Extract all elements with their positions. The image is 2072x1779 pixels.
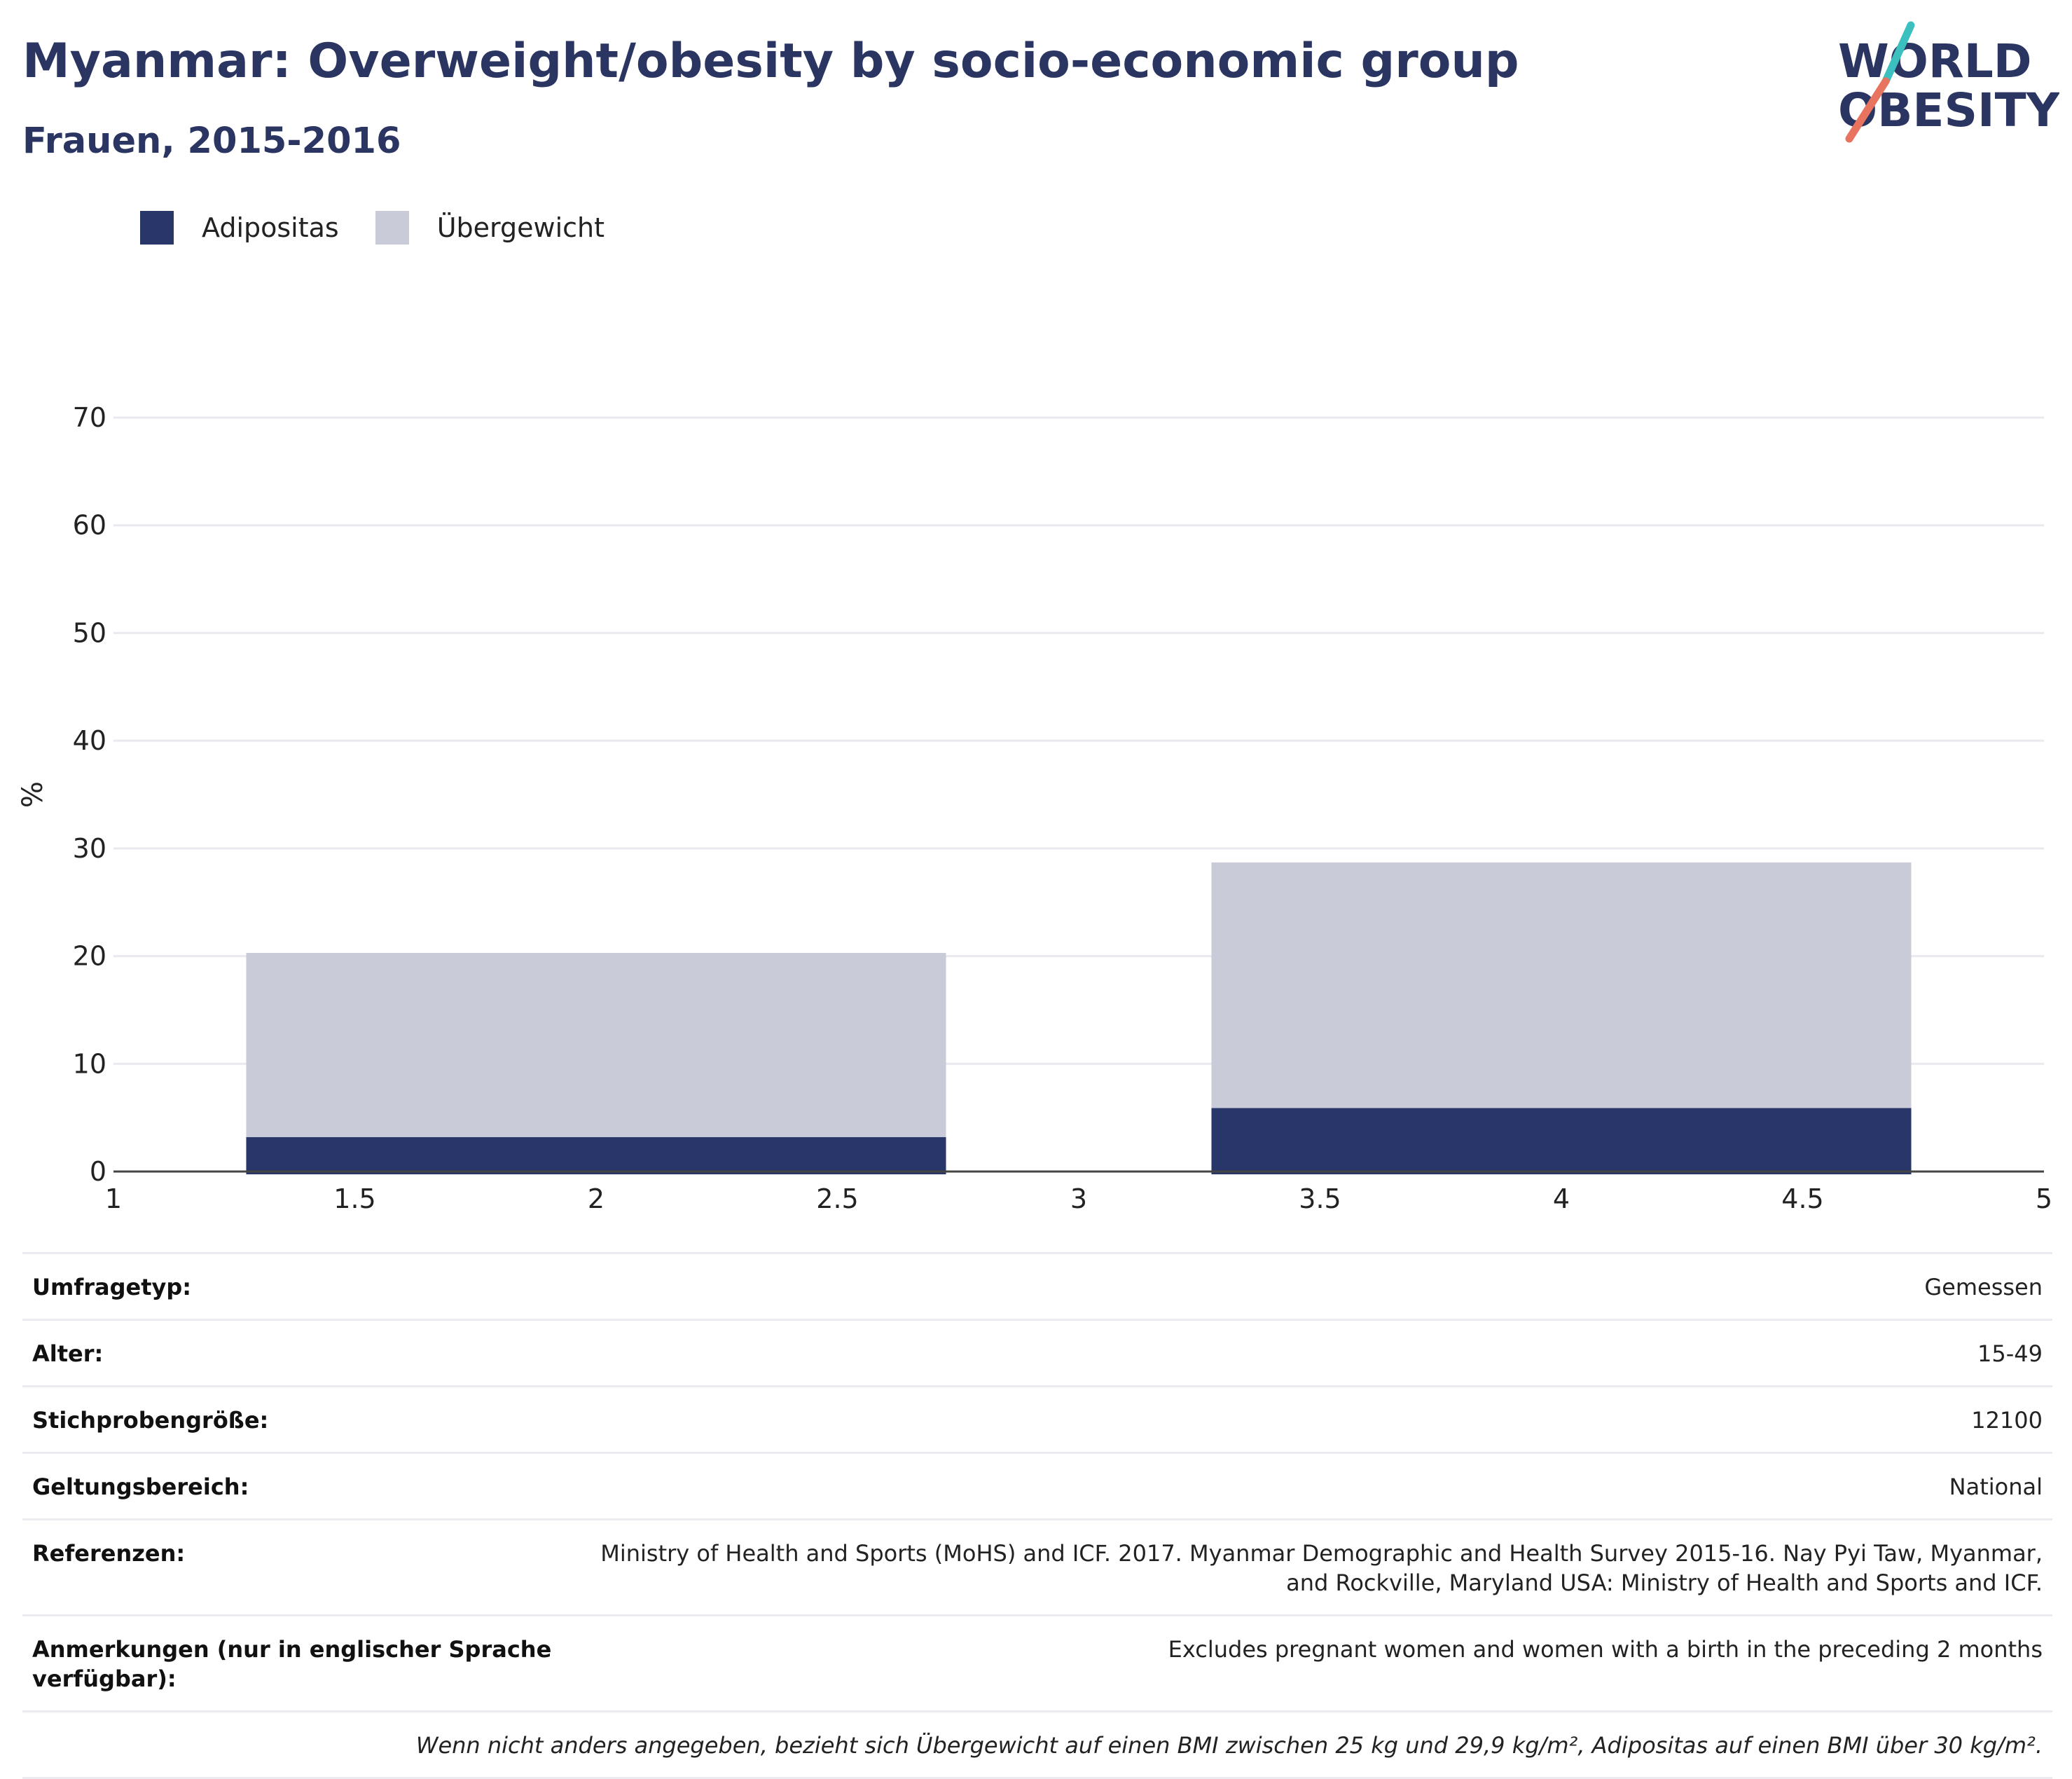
legend-swatch-adipositas [140,211,174,245]
info-value: 15-49 [1977,1340,2043,1367]
y-tick-label: 20 [73,941,106,972]
logo-coral-stroke [1845,77,1890,143]
info-key: Alter: [32,1340,104,1367]
x-tick-label: 5 [2036,1183,2052,1214]
info-value: National [1949,1474,2043,1500]
info-key: Umfragetyp: [32,1274,192,1300]
chart-legend: Adipositas Übergewicht [140,210,641,245]
legend-label-adipositas: Adipositas [202,212,339,243]
x-tick-label: 3 [1070,1183,1087,1214]
info-key: Referenzen: [32,1540,186,1567]
bar-segment-adipositas [1211,1108,1912,1174]
bar-segment-übergewicht [1211,862,1912,1108]
definition-footnote: Wenn nicht anders angegeben, bezieht sic… [415,1732,2043,1759]
bar-segment-adipositas [246,1136,946,1174]
chart-title: Myanmar: Overweight/obesity by socio-eco… [22,34,1519,89]
y-tick-label: 10 [73,1048,106,1079]
info-value: Ministry of Health and Sports (MoHS) and… [600,1540,2043,1596]
info-row-survey-type: Umfragetyp: Gemessen [22,1252,2052,1319]
x-tick-label: 2 [588,1183,605,1214]
info-value: Excludes pregnant women and women with a… [1168,1636,2043,1663]
info-key: Stichprobengröße: [32,1407,269,1434]
legend-swatch-uebergewicht [375,211,409,245]
logo-line1: WORLD [1838,34,2032,88]
y-tick-label: 30 [73,833,106,864]
info-row-footnote: Wenn nicht anders angegeben, bezieht sic… [22,1710,2052,1779]
info-row-references: Referenzen: Ministry of Health and Sport… [22,1518,2052,1614]
info-row-notes: Anmerkungen (nur in englischer Sprache v… [22,1614,2052,1710]
stacked-bar-chart: 0 10 20 30 40 50 60 70 1 1.5 2 2.5 3 3.5 4 4.5 5 % [17,402,2052,1214]
y-tick-label: 0 [90,1156,106,1187]
legend-label-uebergewicht: Übergewicht [436,212,605,243]
info-key: Anmerkungen (nur in englischer Sprache v… [32,1636,552,1692]
y-tick-label: 60 [73,510,106,541]
survey-info-table: Umfragetyp: Gemessen Alter: 15-49 Stichp… [22,1252,2052,1779]
logo-teal-stroke [1881,21,1915,85]
info-row-sample-size: Stichprobengröße: 12100 [22,1385,2052,1452]
x-tick-label: 3.5 [1299,1183,1341,1214]
y-tick-label: 50 [73,617,106,648]
info-row-age: Alter: 15-49 [22,1319,2052,1385]
bar-segment-übergewicht [246,952,946,1137]
x-tick-label: 4 [1553,1183,1570,1214]
x-tick-label: 1 [105,1183,122,1214]
legend-item-adipositas[interactable]: Adipositas [140,211,339,245]
world-obesity-logo: WORLD OBESITY [1838,21,2059,143]
x-tick-label: 1.5 [333,1183,375,1214]
info-row-coverage: Geltungsbereich: National [22,1452,2052,1518]
tick-labels: 0 10 20 30 40 50 60 70 1 1.5 2 2.5 3 3.5 4 4.5 5 [73,402,2052,1214]
bars [246,862,1912,1174]
x-tick-label: 4.5 [1781,1183,1823,1214]
y-axis-title: % [17,781,49,808]
info-key: Geltungsbereich: [32,1474,249,1500]
y-tick-label: 40 [73,725,106,756]
info-value: Gemessen [1924,1274,2043,1300]
chart-subtitle: Frauen, 2015-2016 [22,121,401,162]
x-tick-label: 2.5 [816,1183,858,1214]
legend-item-uebergewicht[interactable]: Übergewicht [375,211,605,245]
info-value: 12100 [1971,1407,2043,1434]
y-tick-label: 70 [73,402,106,433]
